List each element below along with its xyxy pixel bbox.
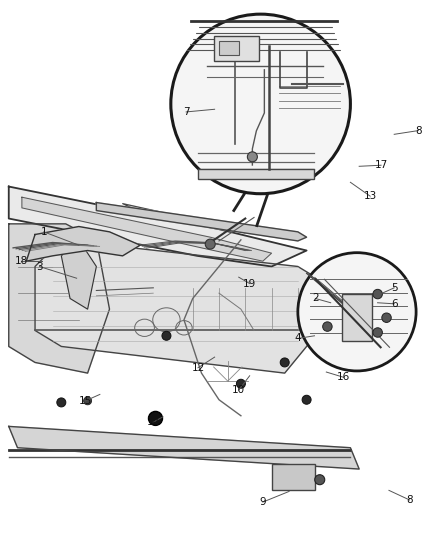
Text: 2: 2	[312, 294, 319, 303]
Circle shape	[247, 152, 258, 162]
Circle shape	[57, 398, 66, 407]
Polygon shape	[35, 240, 320, 373]
Bar	[342, 294, 372, 341]
Text: 7: 7	[183, 107, 190, 117]
Circle shape	[302, 395, 311, 404]
Bar	[219, 41, 239, 55]
Text: 15: 15	[79, 396, 92, 406]
Text: 12: 12	[191, 363, 205, 373]
Polygon shape	[22, 197, 272, 261]
Polygon shape	[61, 240, 96, 309]
Polygon shape	[9, 187, 307, 266]
Circle shape	[205, 239, 215, 249]
Circle shape	[315, 475, 325, 484]
Text: 14: 14	[147, 417, 160, 427]
Text: 10: 10	[232, 385, 245, 395]
Polygon shape	[9, 224, 110, 373]
Text: 13: 13	[364, 191, 377, 201]
Circle shape	[382, 313, 391, 322]
Text: 8: 8	[406, 495, 413, 505]
Circle shape	[280, 358, 289, 367]
Text: 5: 5	[391, 283, 398, 293]
Circle shape	[149, 414, 158, 423]
Text: 17: 17	[374, 160, 388, 170]
Text: 4: 4	[294, 334, 301, 343]
Text: 6: 6	[391, 299, 398, 309]
Circle shape	[323, 322, 332, 332]
Text: 16: 16	[337, 373, 350, 382]
Text: 19: 19	[243, 279, 256, 288]
Polygon shape	[26, 227, 140, 261]
Text: 3: 3	[36, 262, 43, 271]
Circle shape	[148, 411, 162, 425]
Circle shape	[373, 289, 382, 299]
Text: 18: 18	[14, 256, 28, 266]
Circle shape	[171, 14, 350, 193]
Text: 8: 8	[415, 126, 422, 135]
Circle shape	[237, 379, 245, 388]
Polygon shape	[96, 203, 307, 241]
Circle shape	[298, 253, 416, 371]
FancyBboxPatch shape	[214, 36, 259, 61]
Circle shape	[373, 328, 382, 337]
Text: 1: 1	[40, 227, 47, 237]
Bar	[198, 168, 314, 180]
Polygon shape	[123, 204, 245, 233]
Text: 9: 9	[259, 497, 266, 507]
Circle shape	[84, 397, 92, 405]
Polygon shape	[9, 426, 359, 469]
Bar	[272, 464, 315, 490]
Circle shape	[162, 332, 171, 340]
